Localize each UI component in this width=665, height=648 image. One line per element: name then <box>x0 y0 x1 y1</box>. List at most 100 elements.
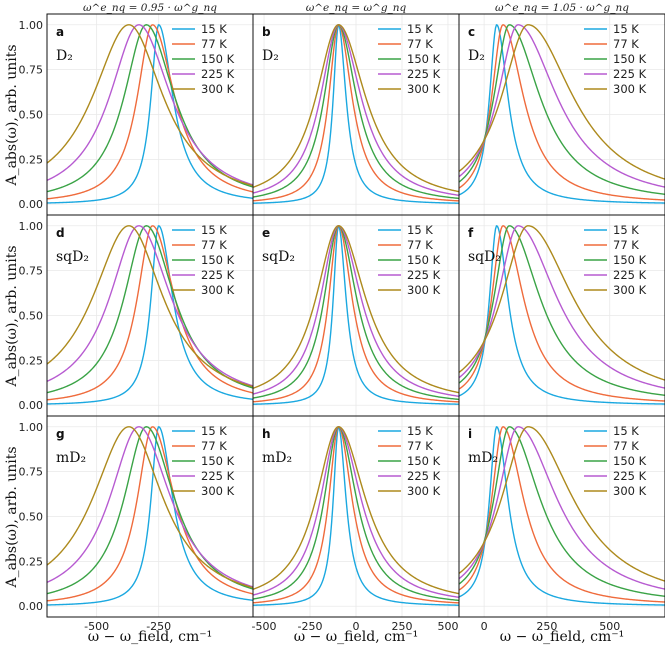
series-line-225k <box>459 426 665 590</box>
panel-letter: d <box>56 226 65 240</box>
series-line-300k <box>47 426 253 589</box>
y-tick-label: 0.25 <box>19 354 44 367</box>
x-axis-label-col1: ω − ω_field, cm⁻¹ <box>88 629 213 645</box>
series-line-150k <box>47 24 253 193</box>
panel-frame <box>458 415 665 618</box>
legend-label: 77 K <box>407 37 433 51</box>
y-tick-label: 0.50 <box>19 109 44 122</box>
panel-letter: f <box>468 226 474 240</box>
series-line-150k <box>47 426 253 595</box>
legend-label: 225 K <box>201 67 235 81</box>
panel-letter: c <box>468 25 475 39</box>
legend-label: 15 K <box>613 22 639 36</box>
series-line-300k <box>47 225 253 388</box>
panel-letter: b <box>262 25 271 39</box>
y-tick-label: 0.00 <box>19 600 44 613</box>
legend-label: 15 K <box>407 22 433 36</box>
panel-letter: e <box>262 226 270 240</box>
x-tick-label: -250 <box>298 620 323 633</box>
series-line-150k <box>253 24 459 200</box>
series-line-15k <box>459 23 665 204</box>
legend-label: 300 K <box>407 484 441 498</box>
legend-label: 300 K <box>407 283 441 297</box>
legend-label: 150 K <box>407 253 441 267</box>
series-line-15k <box>459 425 665 606</box>
legend-label: 15 K <box>407 424 433 438</box>
y-tick-label: 0.75 <box>19 265 44 278</box>
series-line-300k <box>459 225 665 381</box>
model-label: D₂ <box>262 48 279 64</box>
legend-label: 15 K <box>613 424 639 438</box>
legend-label: 77 K <box>407 238 433 252</box>
legend-label: 15 K <box>201 22 227 36</box>
series-line-300k <box>459 24 665 180</box>
legend-label: 225 K <box>613 67 647 81</box>
series-line-300k <box>253 426 459 595</box>
series-line-77k <box>253 426 459 604</box>
y-tick-label: 0.25 <box>19 153 44 166</box>
legend-label: 150 K <box>201 253 235 267</box>
x-tick-label: 250 <box>536 620 557 633</box>
x-axis-label-col3: ω − ω_field, cm⁻¹ <box>500 629 625 645</box>
y-tick-label: 0.50 <box>19 310 44 323</box>
series-line-15k <box>253 24 459 204</box>
series-line-225k <box>47 426 253 588</box>
legend-label: 300 K <box>201 82 235 96</box>
series-line-77k <box>253 225 459 403</box>
series-line-225k <box>459 24 665 188</box>
series-line-150k <box>459 426 665 598</box>
model-label: D₂ <box>56 48 73 64</box>
panel-letter: g <box>56 427 65 441</box>
legend-label: 225 K <box>201 268 235 282</box>
series-line-300k <box>253 225 459 394</box>
model-label: sqD₂ <box>262 249 295 265</box>
model-label: sqD₂ <box>468 249 501 265</box>
x-axis-label-col2: ω − ω_field, cm⁻¹ <box>294 629 419 645</box>
panel-letter: i <box>468 427 472 441</box>
legend-label: 300 K <box>613 484 647 498</box>
legend-label: 15 K <box>613 223 639 237</box>
y-tick-label: 1.00 <box>19 421 44 434</box>
legend-label: 77 K <box>201 37 227 51</box>
x-tick-label: 500 <box>437 620 458 633</box>
x-tick-label: -250 <box>146 620 171 633</box>
legend-label: 150 K <box>407 454 441 468</box>
legend-label: 15 K <box>201 223 227 237</box>
legend-label: 225 K <box>407 469 441 483</box>
series-line-225k <box>47 225 253 387</box>
y-tick-label: 0.25 <box>19 555 44 568</box>
series-line-15k <box>47 426 253 606</box>
series-line-225k <box>253 426 459 598</box>
column-title-1: ω^e_nq = 0.95 · ω^g_nq <box>83 2 217 14</box>
legend-label: 300 K <box>407 82 441 96</box>
legend-label: 77 K <box>613 37 639 51</box>
panel-g: 0.00 0.25 0.50 0.75 1.00 -500 -250 g mD₂ 15 K77 K… <box>19 415 254 633</box>
legend-label: 77 K <box>613 439 639 453</box>
y-tick-label: 1.00 <box>19 19 44 32</box>
legend-label: 150 K <box>613 253 647 267</box>
legend-label: 300 K <box>201 484 235 498</box>
series-line-225k <box>47 24 253 186</box>
legend-label: 150 K <box>613 454 647 468</box>
legend-label: 300 K <box>201 283 235 297</box>
x-tick-label: 250 <box>391 620 412 633</box>
legend-label: 77 K <box>201 439 227 453</box>
legend-label: 300 K <box>613 82 647 96</box>
series-line-300k <box>253 24 459 193</box>
legend-label: 150 K <box>407 52 441 66</box>
legend-label: 225 K <box>613 268 647 282</box>
series-line-77k <box>253 24 459 202</box>
y-tick-label: 1.00 <box>19 220 44 233</box>
panel-letter: a <box>56 25 64 39</box>
legend-label: 225 K <box>201 469 235 483</box>
x-tick-label: -500 <box>252 620 277 633</box>
model-label: D₂ <box>468 48 485 64</box>
y-axis-label-row1: A_abs(ω), arb. units <box>4 44 20 186</box>
x-tick-label: 500 <box>599 620 620 633</box>
legend-label: 150 K <box>613 52 647 66</box>
